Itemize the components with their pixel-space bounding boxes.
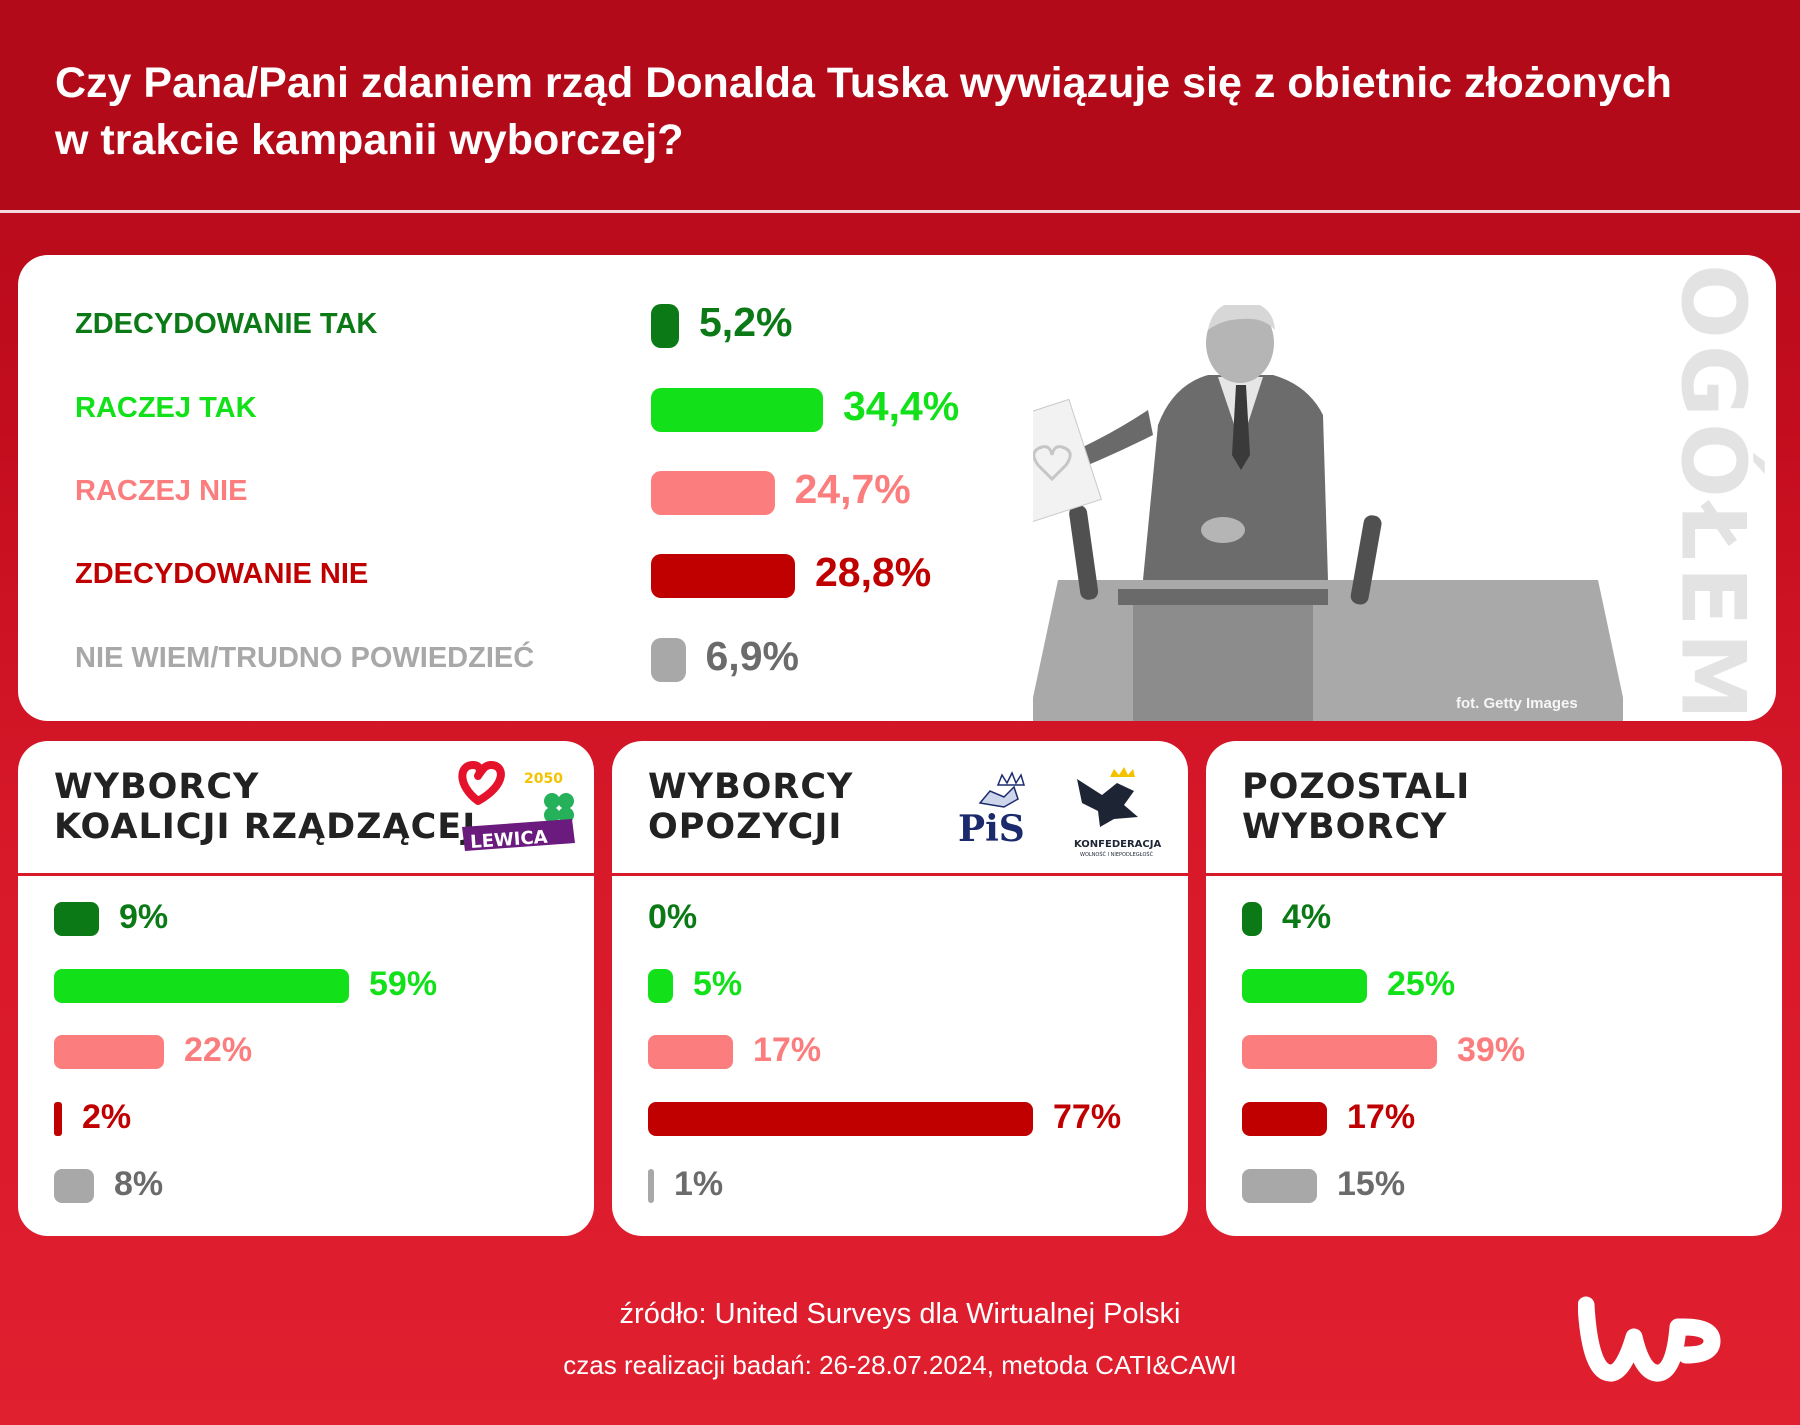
- clover-icon: [544, 793, 574, 823]
- page-title-line-2: w trakcie kampanii wyborczej?: [55, 116, 684, 164]
- chart2-bar-raczej-tak: [648, 969, 673, 1003]
- ogolem-text: OGÓŁEM: [1661, 263, 1765, 721]
- overall-value-raczej-nie: 24,7%: [794, 466, 911, 512]
- chart3-bar-zdecydowanie-nie: [1242, 1102, 1327, 1136]
- overall-bar-nie-wiem-trudno-powiedzie: [651, 638, 686, 682]
- chart3-bar-raczej-tak: [1242, 969, 1367, 1003]
- period-text: czas realizacji badań: 26-28.07.2024, me…: [563, 1350, 1237, 1380]
- overall-bar-raczej-tak: [651, 388, 823, 432]
- pis-logo-text: PiS: [958, 808, 1025, 850]
- others-title-line-1: POZOSTALI: [1242, 767, 1471, 807]
- konfederacja-logo-text: KONFEDERACJA: [1074, 839, 1161, 850]
- opposition-card-title: WYBORCY OPOZYCJI: [648, 767, 853, 847]
- pis-crown-icon: [996, 771, 1026, 786]
- page-title-line-1: Czy Pana/Pani zdaniem rząd Donalda Tuska…: [55, 59, 1672, 107]
- chart3-value-raczej-tak: 25%: [1387, 965, 1456, 1003]
- overall-value-zdecydowanie-tak: 5,2%: [699, 299, 793, 345]
- others-card-title: POZOSTALI WYBORCY: [1242, 767, 1470, 847]
- page-title: Czy Pana/Pani zdaniem rząd Donalda Tuska…: [55, 55, 1705, 169]
- chart1-value-zdecydowanie-nie: 2%: [82, 1098, 132, 1136]
- overall-bar-raczej-nie: [651, 471, 775, 515]
- overall-card: ZDECYDOWANIE TAK 5,2% RACZEJ TAK 34,4% RACZE…: [18, 255, 1776, 721]
- chart2-value-zdecydowanie-nie: 77%: [1053, 1098, 1122, 1136]
- chart2-bar-zdecydowanie-nie: [648, 1102, 1033, 1136]
- opposition-title-line-1: WYBORCY: [648, 767, 854, 807]
- chart1-bar-raczej-nie: [54, 1035, 164, 1069]
- chart2-bar-raczej-nie: [648, 1035, 733, 1069]
- opposition-card-header: WYBORCY OPOZYCJI PiS KONFEDERACJA WOLNOŚ…: [612, 741, 1188, 876]
- others-title-line-2: WYBORCY: [1242, 807, 1448, 847]
- chart2-value-raczej-nie: 17%: [753, 1031, 822, 1069]
- lewica-logo-text: LEWICA: [470, 827, 549, 853]
- konfederacja-crown-icon: [1110, 767, 1135, 777]
- pis-eagle-icon: [978, 785, 1019, 808]
- overall-value-raczej-tak: 34,4%: [843, 383, 960, 429]
- coalition-party-logos: 2050 LEWICA: [458, 761, 575, 853]
- source-text: źródło: United Surveys dla Wirtualnej Po…: [619, 1298, 1181, 1330]
- wp-logo: [1578, 1296, 1721, 1382]
- opposition-party-logos: PiS KONFEDERACJA WOLNOŚĆ I NIEPODLEGŁOŚĆ: [958, 767, 1161, 858]
- coalition-title-line-1: WYBORCY: [54, 767, 260, 807]
- chart3-value-raczej-nie: 39%: [1457, 1031, 1526, 1069]
- chart3-bar-zdecydowanie-tak: [1242, 902, 1262, 936]
- chart2-value-zdecydowanie-tak: 0%: [648, 898, 698, 936]
- overall-label-raczej-tak: RACZEJ TAK: [75, 392, 257, 424]
- konfederacja-logo-subtext: WOLNOŚĆ I NIEPODLEGŁOŚĆ: [1080, 851, 1154, 858]
- coalition-title-line-2: KOALICJI RZĄDZĄCEJ: [54, 807, 477, 847]
- ogolem-label: OGÓŁEM: [1662, 264, 1765, 721]
- header-divider: [0, 210, 1800, 213]
- others-card: POZOSTALI WYBORCY 4% 25% 39% 17% 15%: [1206, 741, 1782, 1236]
- overall-label-nie-wiem-trudno-powiedzie: NIE WIEM/TRUDNO POWIEDZIEĆ: [75, 642, 535, 674]
- trzecia-droga-logo: 2050: [524, 771, 563, 787]
- chart1-bar-raczej-tak: [54, 969, 349, 1003]
- overall-bar-zdecydowanie-tak: [651, 304, 679, 348]
- konfederacja-eagle-icon: [1077, 779, 1138, 827]
- chart1-bar-nie-wiem-trudno-powiedzie: [54, 1169, 94, 1203]
- chart3-value-zdecydowanie-nie: 17%: [1347, 1098, 1416, 1136]
- heart-icon: [458, 761, 505, 805]
- lewica-logo-bg: [462, 819, 575, 851]
- others-card-header: POZOSTALI WYBORCY: [1206, 741, 1782, 876]
- chart3-bar-nie-wiem-trudno-powiedzie: [1242, 1169, 1317, 1203]
- chart1-value-raczej-tak: 59%: [369, 965, 438, 1003]
- header-band: [0, 0, 1800, 212]
- chart1-value-nie-wiem-trudno-powiedzie: 8%: [114, 1165, 164, 1203]
- coalition-card-title: WYBORCY KOALICJI RZĄDZĄCEJ: [54, 767, 476, 847]
- overall-label-raczej-nie: RACZEJ NIE: [75, 475, 248, 507]
- chart1-bar-zdecydowanie-tak: [54, 902, 99, 936]
- chart1-bar-zdecydowanie-nie: [54, 1102, 62, 1136]
- chart2-bar-nie-wiem-trudno-powiedzie: [648, 1169, 654, 1203]
- overall-label-zdecydowanie-nie: ZDECYDOWANIE NIE: [75, 558, 369, 590]
- overall-value-zdecydowanie-nie: 28,8%: [815, 549, 932, 595]
- photo-credit: fot. Getty Images: [1456, 695, 1578, 712]
- overall-value-nie-wiem-trudno-powiedzie: 6,9%: [705, 633, 799, 679]
- overall-bar-zdecydowanie-nie: [651, 554, 795, 598]
- chart3-bar-raczej-nie: [1242, 1035, 1437, 1069]
- coalition-card-header: WYBORCY KOALICJI RZĄDZĄCEJ 2050 LEWICA: [18, 741, 594, 876]
- overall-label-zdecydowanie-tak: ZDECYDOWANIE TAK: [75, 308, 378, 340]
- chart2-value-nie-wiem-trudno-powiedzie: 1%: [674, 1165, 724, 1203]
- chart3-value-nie-wiem-trudno-powiedzie: 15%: [1337, 1165, 1406, 1203]
- chart2-value-raczej-tak: 5%: [693, 965, 743, 1003]
- opposition-title-line-2: OPOZYCJI: [648, 807, 843, 847]
- chart1-value-raczej-nie: 22%: [184, 1031, 253, 1069]
- chart3-value-zdecydowanie-tak: 4%: [1282, 898, 1332, 936]
- coalition-card: WYBORCY KOALICJI RZĄDZĄCEJ 2050 LEWICA 9…: [18, 741, 594, 1236]
- politician-photo: [1033, 305, 1623, 721]
- chart1-value-zdecydowanie-tak: 9%: [119, 898, 169, 936]
- opposition-card: WYBORCY OPOZYCJI PiS KONFEDERACJA WOLNOŚ…: [612, 741, 1188, 1236]
